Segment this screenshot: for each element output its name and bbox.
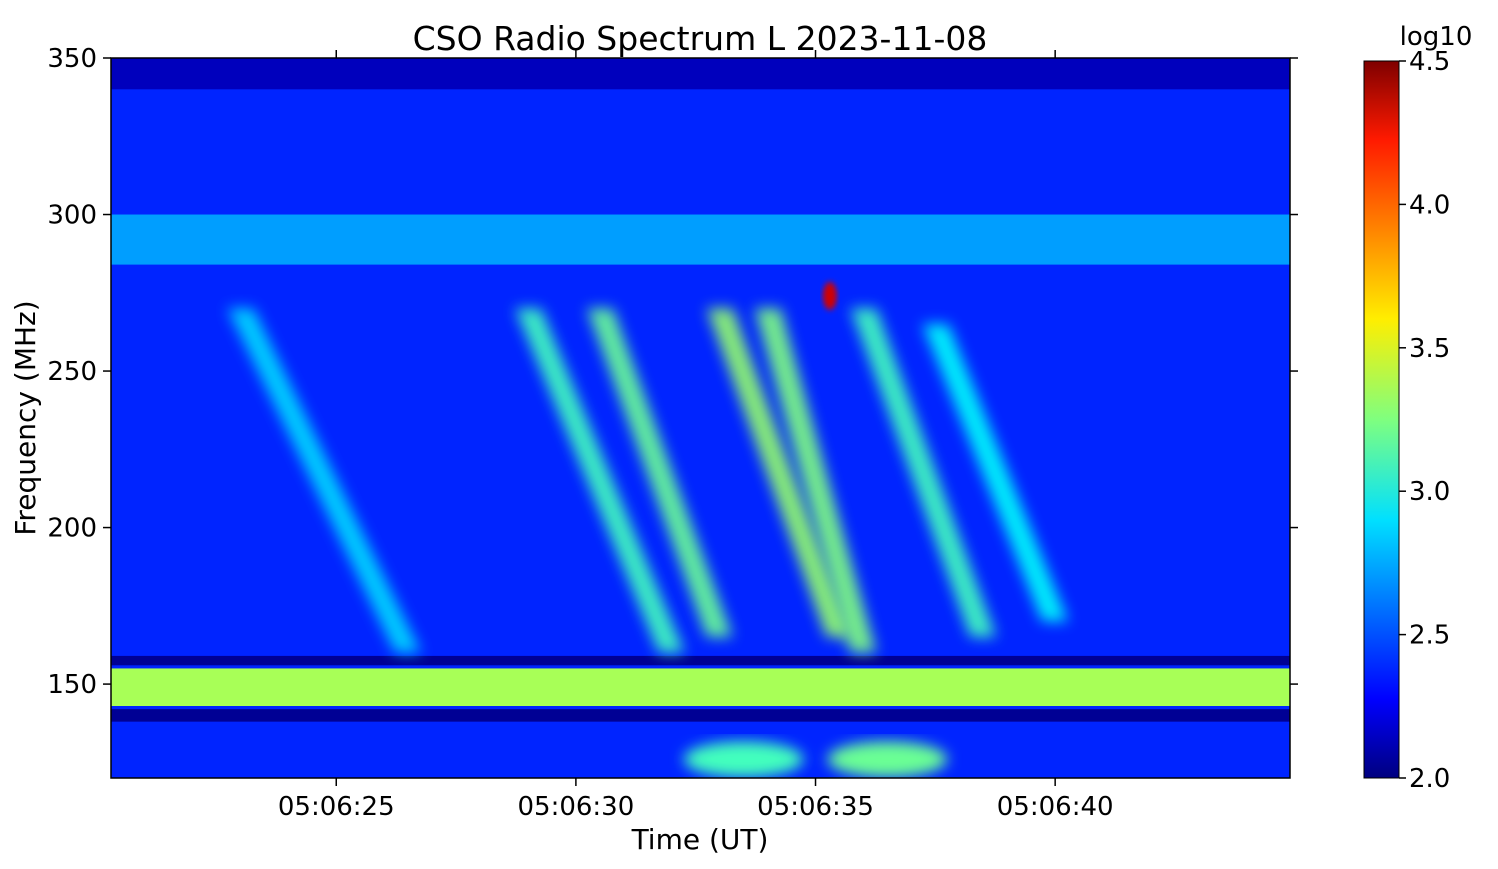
frequency-band-3 xyxy=(111,668,1290,706)
colorbar-tick-label: 4.0 xyxy=(1409,190,1450,220)
y-axis-label: Frequency (MHz) xyxy=(9,300,42,535)
y-axis: 150 200 250 300 350 xyxy=(47,44,1298,700)
colorbar-ticks: 2.0 2.5 3.0 3.5 4.0 4.5 xyxy=(1399,47,1450,794)
plot-frame xyxy=(110,57,1291,779)
x-axis-label: Time (UT) xyxy=(631,823,769,856)
x-tick-label: 05:06:30 xyxy=(517,792,634,822)
y-tick-label: 150 xyxy=(47,670,97,700)
frequency-band-4 xyxy=(111,709,1290,722)
y-tick-label: 300 xyxy=(47,201,97,231)
colorbar-tick-label: 3.0 xyxy=(1409,477,1450,507)
type-iii-burst-6 xyxy=(227,308,422,653)
y-tick-label: 350 xyxy=(47,44,97,74)
x-tick-label: 05:06:25 xyxy=(278,792,395,822)
colorbar-label: log10 xyxy=(1400,22,1473,52)
colorbar-tick-label: 2.0 xyxy=(1409,764,1450,794)
y-tick-label: 200 xyxy=(47,514,97,544)
frequency-band-1 xyxy=(111,58,1290,90)
type-iii-burst-11 xyxy=(850,308,997,638)
colorbar: log10 2.0 2.5 3.0 3.5 4.0 4.5 xyxy=(1363,22,1473,794)
colorbar-tick-label: 4.5 xyxy=(1409,47,1450,77)
x-tick-label: 05:06:35 xyxy=(757,792,874,822)
frequency-band-5 xyxy=(111,214,1290,265)
colorbar-tick-label: 2.5 xyxy=(1409,621,1450,651)
colorbar-tick-label: 3.5 xyxy=(1409,334,1450,364)
emission-blob-14 xyxy=(683,741,804,778)
type-iii-burst-7 xyxy=(514,308,685,653)
type-iii-burst-9 xyxy=(706,308,853,638)
y-tick-label: 250 xyxy=(47,357,97,387)
frequency-band-2 xyxy=(111,655,1290,666)
colorbar-gradient xyxy=(1363,60,1400,779)
type-iii-burst-8 xyxy=(586,308,733,638)
x-axis: 05:06:25 05:06:30 05:06:35 05:06:40 xyxy=(278,50,1114,822)
spectrogram-plot-area xyxy=(111,58,1290,778)
x-tick-label: 05:06:40 xyxy=(997,792,1114,822)
emission-blob-13 xyxy=(822,281,837,310)
chart-title: CSO Radio Spectrum L 2023-11-08 xyxy=(413,19,988,58)
type-iii-burst-10 xyxy=(754,308,877,653)
emission-blob-15 xyxy=(827,741,948,778)
type-iii-burst-12 xyxy=(922,324,1069,622)
